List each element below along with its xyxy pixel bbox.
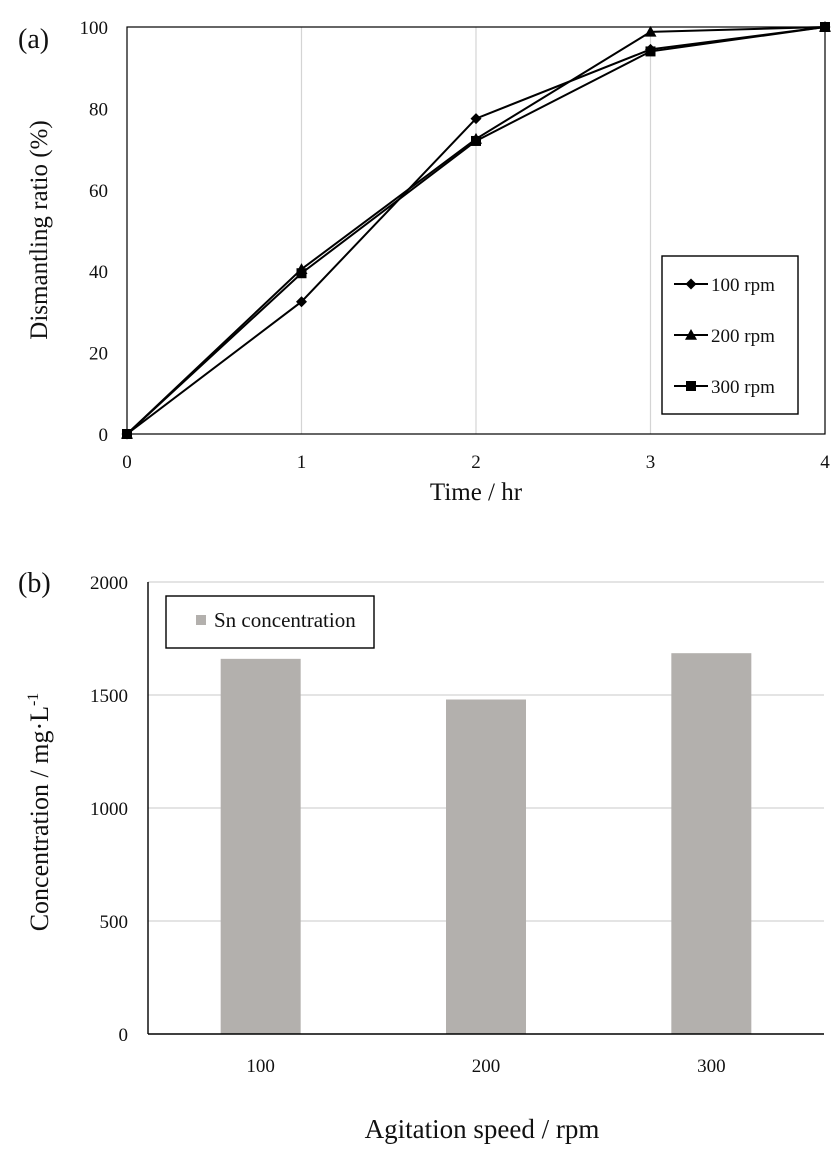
legend-swatch-b	[196, 615, 206, 625]
y-tick-labels-b: 0 500 1000 1500 2000	[90, 573, 128, 1046]
legend-label-b: Sn concentration	[214, 608, 356, 632]
y-tick-label-b: 0	[119, 1025, 129, 1046]
x-tick-label-a: 1	[297, 452, 307, 473]
x-tick-labels-a: 0 1 2 3 4	[122, 452, 830, 473]
y-tick-label-b: 1000	[90, 799, 128, 820]
data-point	[470, 113, 482, 125]
y-axis-title-b-main: Concentration / mg·L	[25, 706, 54, 931]
data-point	[644, 25, 657, 37]
legend-marker	[685, 329, 697, 340]
legend-item-200-rpm: 200 rpm	[674, 326, 775, 347]
data-point	[471, 135, 481, 146]
x-tick-label-b: 200	[472, 1056, 501, 1077]
legend-item-100-rpm: 100 rpm	[674, 275, 775, 296]
x-axis-title-b: Agitation speed / rpm	[365, 1114, 600, 1144]
y-tick-label-a: 60	[89, 181, 108, 202]
y-axis-title-b: Concentration / mg·L-1	[25, 693, 54, 932]
x-tick-label-a: 4	[820, 452, 830, 473]
y-tick-label-a: 20	[89, 344, 108, 365]
plot-frame-a	[126, 26, 826, 435]
bar-100	[220, 658, 301, 1034]
series-group-a	[121, 21, 831, 440]
legend-item-300-rpm: 300 rpm	[674, 377, 775, 398]
data-point	[296, 268, 307, 279]
y-tick-label-a: 40	[89, 262, 108, 283]
legend-label: 300 rpm	[711, 377, 775, 398]
y-tick-label-a: 0	[99, 425, 109, 446]
y-axis-title-b-sup: -1	[25, 693, 42, 706]
x-axis-title-a: Time / hr	[430, 479, 523, 506]
y-tick-label-b: 1500	[90, 686, 128, 707]
y-tick-label-b: 500	[100, 912, 129, 933]
y-tick-labels-a: 0 20 40 60 80 100	[80, 18, 109, 446]
bar-300	[671, 653, 752, 1034]
data-point	[122, 429, 132, 439]
legend-a: 100 rpm 200 rpm 300 rpm	[661, 255, 799, 415]
bars-b	[220, 653, 752, 1034]
plot-grid-a	[300, 27, 652, 434]
line-chart-dismantling-ratio: (a) 0 20 40 60 80 100 0 1 2 3 4 Dismantling ratio…	[18, 18, 831, 506]
legend-marker	[685, 278, 697, 290]
x-tick-label-b: 300	[697, 1056, 726, 1077]
x-tick-label-b: 100	[246, 1056, 275, 1077]
axes-b	[147, 582, 824, 1035]
panel-label-b: (b)	[18, 568, 51, 599]
y-tick-label-a: 80	[89, 99, 108, 120]
y-tick-label-a: 100	[80, 18, 109, 39]
data-point	[820, 22, 830, 32]
y-axis-title-a: Dismantling ratio (%)	[26, 120, 53, 339]
x-tick-label-a: 2	[471, 452, 481, 473]
legend-label: 100 rpm	[711, 275, 775, 296]
legend-box-b	[165, 595, 375, 649]
x-tick-label-a: 3	[646, 452, 656, 473]
y-tick-label-b: 2000	[90, 573, 128, 594]
data-point	[645, 46, 656, 57]
legend-b: Sn concentration	[165, 595, 375, 649]
data-point	[296, 296, 307, 308]
x-tick-labels-b: 100 200 300	[246, 1056, 725, 1077]
x-tick-label-a: 0	[122, 452, 132, 473]
bar-chart-sn-concentration: (b) 0 500 1000 1500 2000 100 200 300 Concentra…	[18, 568, 824, 1144]
legend-label: 200 rpm	[711, 326, 775, 347]
series-300-rpm	[122, 22, 830, 439]
panel-label-a: (a)	[18, 24, 49, 55]
legend-marker	[686, 381, 696, 391]
bar-200	[446, 699, 526, 1034]
